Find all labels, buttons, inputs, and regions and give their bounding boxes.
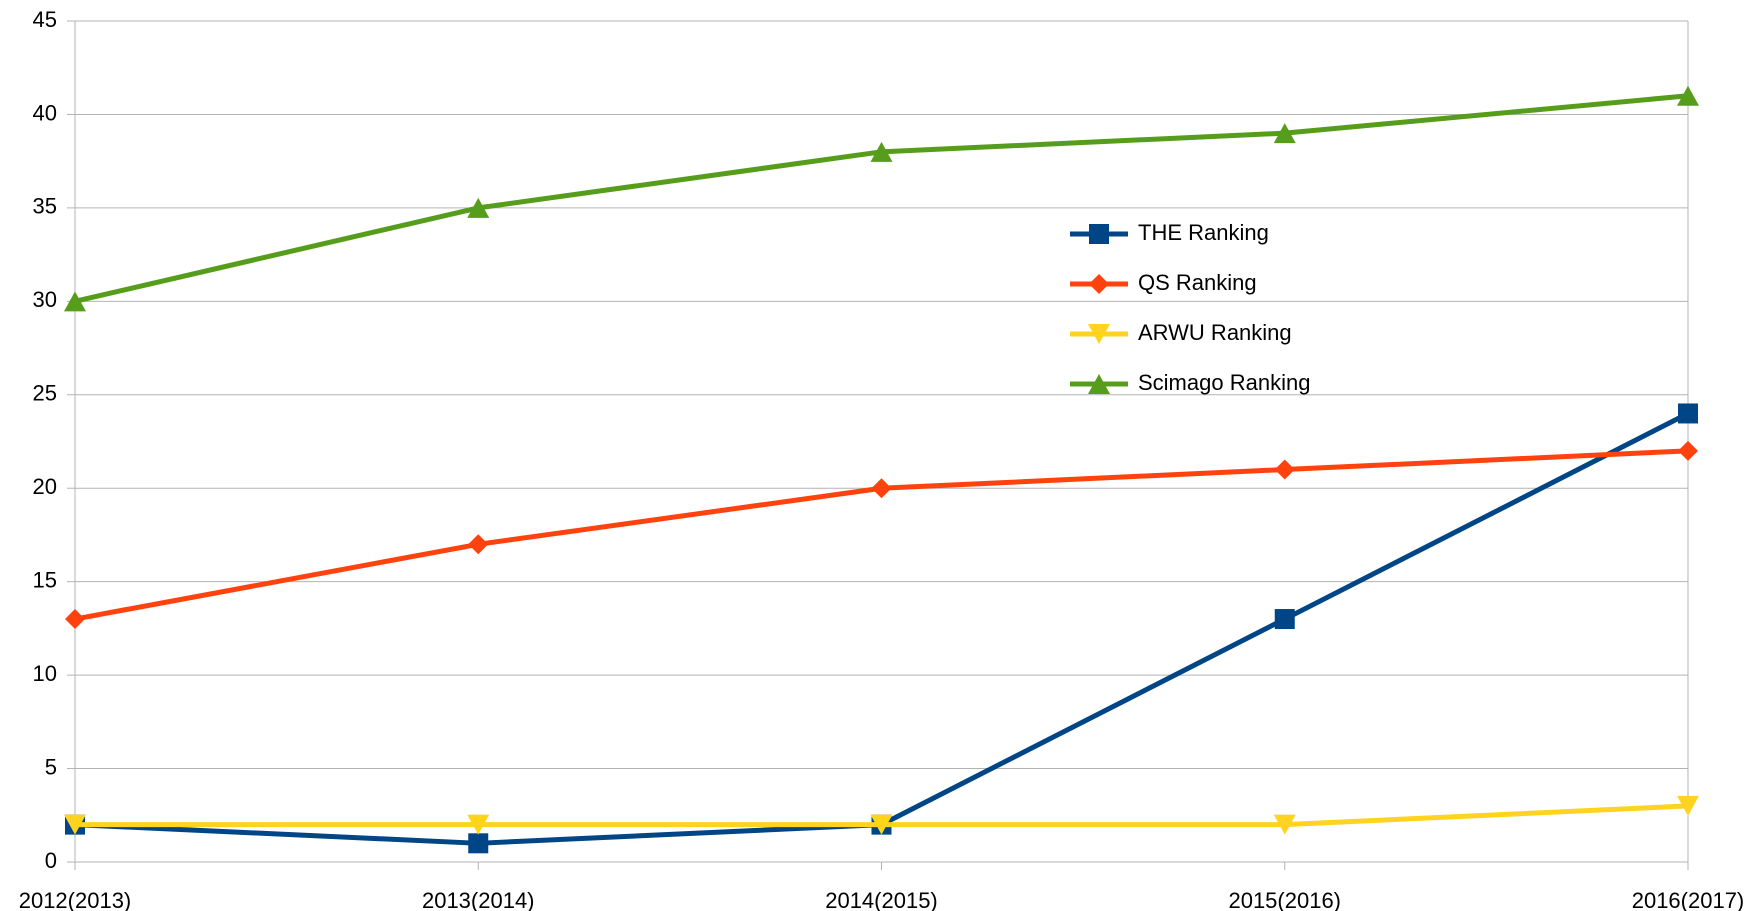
legend-label: Scimago Ranking: [1138, 370, 1310, 395]
y-tick-label: 40: [33, 100, 57, 125]
legend-label: THE Ranking: [1138, 220, 1269, 245]
marker: [64, 814, 86, 835]
marker: [1677, 795, 1699, 816]
marker: [1088, 324, 1110, 344]
marker: [1678, 403, 1698, 424]
marker: [467, 814, 490, 835]
y-tick-label: 20: [33, 474, 57, 499]
marker: [1274, 459, 1295, 480]
marker: [1677, 85, 1699, 106]
y-tick-label: 15: [33, 567, 57, 592]
marker: [64, 291, 86, 312]
marker: [1088, 374, 1110, 394]
x-tick-label: 2016(2017): [1632, 888, 1745, 911]
marker: [468, 833, 489, 854]
y-tick-label: 45: [33, 7, 57, 32]
marker: [870, 814, 893, 835]
marker: [871, 478, 892, 499]
marker: [1273, 814, 1296, 835]
legend-label: ARWU Ranking: [1138, 320, 1292, 345]
series-line: [74, 411, 1690, 846]
y-tick-label: 35: [33, 194, 57, 219]
x-tick-label: 2013(2014): [422, 888, 535, 911]
marker: [870, 141, 893, 162]
marker: [468, 534, 489, 555]
x-tick-label: 2014(2015): [825, 888, 938, 911]
y-tick-label: 0: [45, 848, 57, 873]
marker: [1678, 440, 1698, 461]
x-tick-label: 2015(2016): [1228, 888, 1341, 911]
y-tick-label: 30: [33, 287, 57, 312]
y-tick-label: 5: [45, 754, 57, 779]
marker: [1089, 274, 1109, 294]
marker: [65, 609, 85, 630]
legend-label: QS Ranking: [1138, 270, 1257, 295]
marker: [1089, 224, 1109, 244]
marker: [467, 197, 490, 218]
marker: [1274, 609, 1295, 630]
series-line: [74, 93, 1689, 304]
y-tick-label: 25: [33, 381, 57, 406]
marker: [1273, 123, 1296, 144]
x-tick-label: 2012(2013): [19, 888, 132, 911]
y-tick-label: 10: [33, 661, 57, 686]
